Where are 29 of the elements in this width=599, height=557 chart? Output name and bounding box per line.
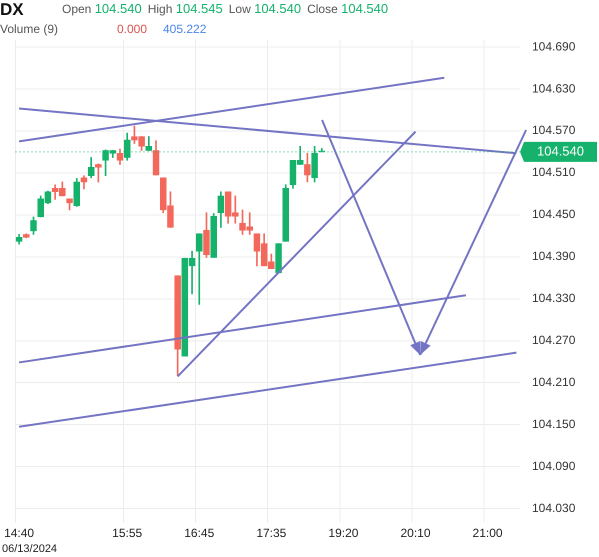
y-tick-label: 104.390 [532,249,576,264]
text: Low 104.540 [228,1,302,16]
y-tick-label: 104.690 [532,39,576,54]
y-tick-label: 104.270 [532,333,576,348]
text: 0.000 [117,22,148,36]
y-tick-label: 104.630 [532,81,576,96]
chart-title: DX [0,0,24,20]
y-tick-label: 104.330 [532,291,576,306]
y-tick-label: 104.090 [532,458,576,473]
y-tick-label: 104.570 [532,123,576,138]
x-tick-label: 16:45 [184,526,215,540]
x-tick-label: 19:20 [328,526,359,540]
y-tick-label: 104.030 [532,500,576,515]
x-tick-label: 21:00 [472,526,503,540]
y-tick-label: 104.150 [532,416,576,431]
text: Volume (9) [0,22,58,36]
y-tick-label: 104.510 [532,165,576,180]
x-tick-label: 20:10 [400,526,431,540]
text: 405.222 [163,22,206,36]
y-tick-label: 104.210 [532,375,576,390]
x-tick-label: 17:35 [256,526,287,540]
x-tick-label: 15:55 [112,526,143,540]
text: High 104.545 [148,1,223,16]
text: 06/13/2024 [2,543,58,555]
x-tick-label: 14:40 [4,526,34,540]
y-tick-label: 104.450 [532,207,576,222]
text: Open 104.540 [62,1,142,16]
text: Close 104.540 [307,1,388,16]
ref-line-label: 104.540 [537,143,584,158]
